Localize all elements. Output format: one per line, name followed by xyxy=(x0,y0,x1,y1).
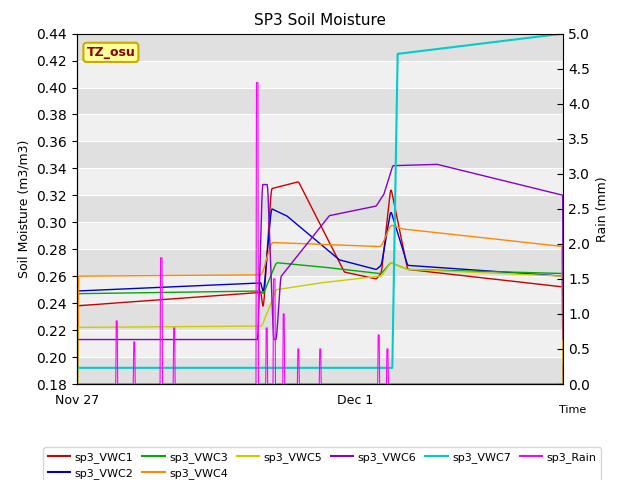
Bar xyxy=(77,330,563,357)
Title: SP3 Soil Moisture: SP3 Soil Moisture xyxy=(254,13,386,28)
Bar xyxy=(77,222,563,249)
Bar xyxy=(77,357,563,384)
Bar xyxy=(77,60,563,87)
Bar xyxy=(77,114,563,142)
Bar xyxy=(77,249,563,276)
Bar xyxy=(77,276,563,303)
Bar xyxy=(77,34,563,60)
Bar xyxy=(77,303,563,330)
Text: TZ_osu: TZ_osu xyxy=(86,46,135,59)
Bar xyxy=(77,142,563,168)
Bar xyxy=(77,87,563,114)
X-axis label: Time: Time xyxy=(559,405,586,415)
Y-axis label: Rain (mm): Rain (mm) xyxy=(596,176,609,241)
Bar xyxy=(77,168,563,195)
Y-axis label: Soil Moisture (m3/m3): Soil Moisture (m3/m3) xyxy=(18,140,31,278)
Legend: sp3_VWC1, sp3_VWC2, sp3_VWC3, sp3_VWC4, sp3_VWC5, sp3_VWC6, sp3_VWC7, sp3_Rain: sp3_VWC1, sp3_VWC2, sp3_VWC3, sp3_VWC4, … xyxy=(44,447,601,480)
Bar xyxy=(77,195,563,222)
